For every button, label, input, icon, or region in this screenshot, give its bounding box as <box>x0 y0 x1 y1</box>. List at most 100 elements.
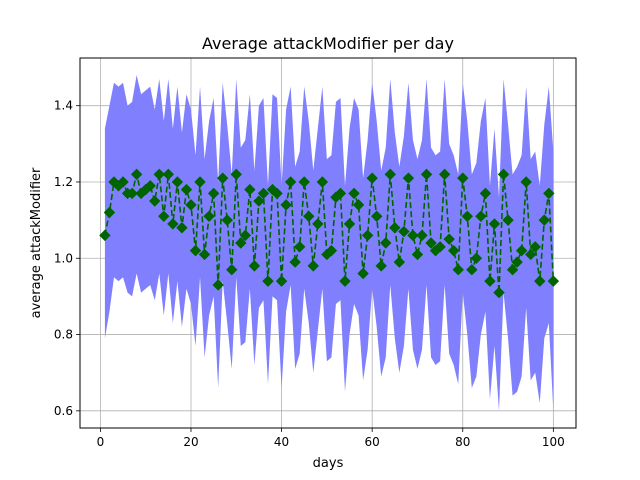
data-point <box>407 229 419 242</box>
data-point <box>293 241 306 253</box>
data-point <box>248 260 261 272</box>
data-point <box>153 168 165 181</box>
data-point <box>352 199 365 211</box>
band-area <box>104 75 554 411</box>
data-point <box>298 176 310 188</box>
x-tick-label: 40 <box>274 435 289 449</box>
x-tick-label: 20 <box>183 435 198 449</box>
confidence-band <box>104 75 554 411</box>
data-point <box>216 172 229 184</box>
data-point <box>194 176 206 188</box>
data-point <box>144 180 156 192</box>
data-point <box>497 168 510 181</box>
data-point <box>235 237 247 249</box>
data-point <box>226 263 238 276</box>
data-point <box>411 248 424 261</box>
data-point <box>130 168 143 181</box>
data-point <box>434 241 446 253</box>
data-point <box>370 210 383 223</box>
x-tick-label: 60 <box>365 435 380 449</box>
x-axis-label: days <box>313 456 344 471</box>
data-point <box>398 225 410 238</box>
x-tick-label: 80 <box>455 435 470 449</box>
data-point <box>289 256 301 268</box>
data-point <box>303 210 315 223</box>
y-tick-label: 1.4 <box>54 99 73 113</box>
data-point <box>520 176 532 188</box>
y-axis-label: average attackModifier <box>29 167 44 318</box>
data-point <box>348 187 360 200</box>
data-point <box>244 183 256 196</box>
data-point <box>316 176 329 188</box>
data-point <box>466 263 478 276</box>
data-point <box>239 229 252 242</box>
data-point <box>402 172 415 184</box>
data-point <box>257 187 270 200</box>
data-point <box>230 168 242 181</box>
data-point <box>325 244 338 257</box>
data-point <box>312 218 324 230</box>
data-point <box>438 168 451 181</box>
data-point <box>280 199 292 211</box>
data-point <box>126 187 138 200</box>
data-point <box>158 210 170 223</box>
data-point <box>443 233 455 245</box>
data-point <box>149 195 161 207</box>
data-point <box>212 279 224 291</box>
y-tick-label: 0.8 <box>54 328 73 342</box>
data-point <box>366 172 378 184</box>
series-layer <box>99 168 560 299</box>
data-point <box>275 275 288 287</box>
data-point <box>524 248 537 261</box>
data-point <box>461 210 473 223</box>
data-point <box>543 187 555 200</box>
data-point <box>380 237 392 249</box>
x-tick-label: 0 <box>97 435 105 449</box>
data-point <box>479 187 492 200</box>
data-point <box>117 176 129 188</box>
data-point <box>162 168 175 181</box>
data-point <box>99 229 111 242</box>
data-point <box>221 214 233 226</box>
data-point <box>393 256 406 268</box>
data-point <box>529 241 541 253</box>
data-point <box>262 275 274 287</box>
chart-title: Average attackModifier per day <box>202 34 454 53</box>
data-point <box>361 229 374 242</box>
data-point <box>515 244 528 257</box>
data-point <box>511 256 523 268</box>
y-tick-label: 1.0 <box>54 251 73 265</box>
data-point <box>547 275 560 287</box>
y-tick-label: 1.2 <box>54 175 73 189</box>
data-point <box>176 222 188 234</box>
data-point <box>475 210 487 223</box>
data-point <box>416 229 428 242</box>
data-point <box>189 244 202 257</box>
data-point <box>284 176 297 188</box>
plot-frame <box>79 57 577 429</box>
data-point <box>420 168 433 181</box>
data-point <box>180 183 193 196</box>
data-point <box>339 275 351 287</box>
data-point <box>488 218 501 230</box>
data-point <box>502 214 514 226</box>
data-point <box>384 168 396 181</box>
data-point <box>470 252 483 264</box>
data-point <box>357 267 369 280</box>
data-point <box>343 218 356 230</box>
data-point <box>103 206 116 219</box>
data-point <box>534 275 546 287</box>
data-point <box>389 222 401 234</box>
data-point <box>203 210 215 223</box>
data-point <box>307 260 319 272</box>
data-point <box>425 237 437 249</box>
data-point <box>167 218 179 230</box>
data-point <box>185 199 197 211</box>
data-point <box>506 263 519 276</box>
y-axis: 0.6 0.8 1.0 1.2 1.4 <box>54 99 80 418</box>
y-tick-label: 0.6 <box>54 404 73 418</box>
x-axis: 0 20 40 60 80 100 <box>97 428 565 449</box>
data-point <box>484 275 496 287</box>
data-point <box>447 244 460 257</box>
